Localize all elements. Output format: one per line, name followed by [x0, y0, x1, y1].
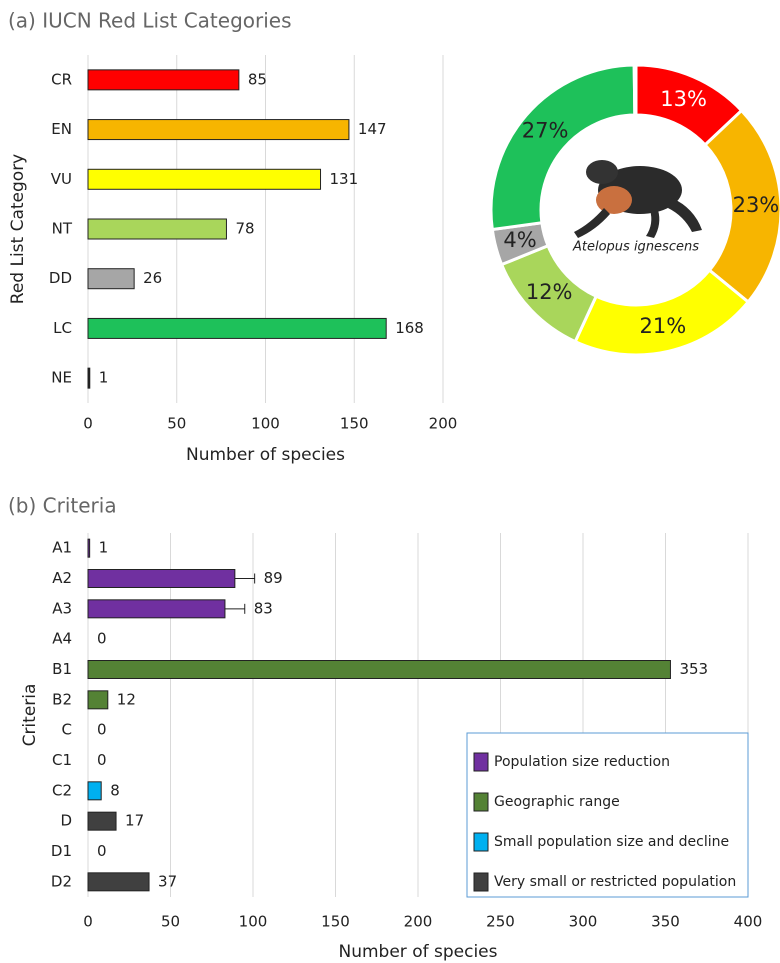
legend-swatch: [474, 873, 488, 891]
bar: [88, 873, 149, 891]
pie-slice: [634, 65, 636, 115]
figure: (a) IUCN Red List Categories050100150200…: [0, 0, 780, 963]
bar: [88, 219, 226, 239]
x-tick-label: 0: [83, 415, 93, 433]
y-axis-label: Red List Category: [8, 154, 28, 304]
value-label: 168: [395, 319, 424, 337]
value-label: 0: [97, 630, 107, 648]
y-tick-label: D: [60, 812, 72, 830]
y-tick-label: A3: [52, 599, 72, 617]
legend-label: Geographic range: [494, 794, 620, 810]
value-label: 83: [254, 599, 273, 617]
y-tick-label: D1: [51, 842, 72, 860]
x-axis-label: Number of species: [186, 445, 345, 465]
value-label: 0: [97, 721, 107, 739]
bar: [88, 368, 90, 388]
value-label: 89: [264, 569, 283, 587]
value-label: 0: [97, 751, 107, 769]
bar: [88, 812, 116, 830]
y-tick-label: A2: [52, 569, 72, 587]
error-bar: [225, 604, 245, 614]
slice-label: 23%: [733, 193, 780, 217]
x-tick-label: 100: [251, 415, 280, 433]
y-tick-label: B1: [52, 660, 72, 678]
x-tick-label: 50: [161, 913, 180, 931]
center-label: Atelopus ignescens: [572, 240, 699, 255]
slice-label: 12%: [526, 280, 573, 304]
bar: [88, 120, 349, 140]
x-axis-label: Number of species: [339, 942, 498, 962]
chart-title: (b) Criteria: [8, 494, 117, 518]
y-tick-label: EN: [51, 120, 72, 138]
legend-label: Very small or restricted population: [494, 874, 736, 890]
bar: [88, 269, 134, 289]
y-tick-label: CR: [51, 70, 72, 88]
value-label: 37: [158, 872, 177, 890]
pie-slice: [575, 270, 748, 355]
y-tick-label: DD: [49, 269, 72, 287]
slice-label: 13%: [660, 87, 707, 111]
y-tick-label: VU: [51, 170, 72, 188]
legend-swatch: [474, 753, 488, 771]
y-axis-label: Criteria: [20, 684, 40, 747]
bar: [88, 661, 670, 679]
x-tick-label: 50: [167, 415, 186, 433]
value-label: 0: [97, 842, 107, 860]
value-label: 78: [235, 220, 254, 238]
x-tick-label: 100: [239, 913, 268, 931]
value-label: 1: [99, 539, 109, 557]
y-tick-label: A1: [52, 539, 72, 557]
chart-title: (a) IUCN Red List Categories: [8, 9, 292, 33]
slice-label: 21%: [640, 314, 687, 338]
legend-swatch: [474, 793, 488, 811]
bar: [88, 600, 225, 618]
value-label: 147: [358, 120, 387, 138]
y-tick-label: A4: [52, 630, 72, 648]
x-tick-label: 300: [569, 913, 598, 931]
value-label: 8: [110, 781, 120, 799]
y-tick-label: NT: [52, 220, 73, 238]
value-label: 26: [143, 269, 162, 287]
y-tick-label: B2: [52, 690, 72, 708]
x-tick-label: 200: [404, 913, 433, 931]
legend-swatch: [474, 833, 488, 851]
x-tick-label: 350: [651, 913, 680, 931]
x-tick-label: 150: [321, 913, 350, 931]
bar: [88, 539, 90, 557]
slice-label: 4%: [503, 228, 536, 252]
legend-label: Population size reduction: [494, 754, 670, 770]
bar: [88, 691, 108, 709]
slice-label: 27%: [522, 119, 569, 143]
x-tick-label: 200: [429, 415, 458, 433]
error-bar: [235, 574, 255, 584]
value-label: 17: [125, 812, 144, 830]
bar: [88, 782, 101, 800]
bar: [88, 70, 239, 90]
value-label: 1: [99, 369, 109, 387]
bar: [88, 570, 235, 588]
y-tick-label: D2: [51, 872, 72, 890]
y-tick-label: C1: [52, 751, 72, 769]
bar: [88, 169, 321, 189]
x-tick-label: 150: [340, 415, 369, 433]
y-tick-label: LC: [53, 319, 72, 337]
x-tick-label: 400: [734, 913, 763, 931]
value-label: 131: [330, 170, 359, 188]
x-tick-label: 250: [486, 913, 515, 931]
y-tick-label: C: [62, 721, 72, 739]
y-tick-label: C2: [52, 781, 72, 799]
value-label: 85: [248, 70, 267, 88]
y-tick-label: NE: [51, 369, 72, 387]
frog-illustration: [574, 160, 702, 238]
value-label: 353: [679, 660, 708, 678]
legend-label: Small population size and decline: [494, 834, 729, 850]
page: (a) IUCN Red List Categories050100150200…: [0, 0, 780, 963]
bar: [88, 318, 386, 338]
x-tick-label: 0: [83, 913, 93, 931]
value-label: 12: [117, 690, 136, 708]
